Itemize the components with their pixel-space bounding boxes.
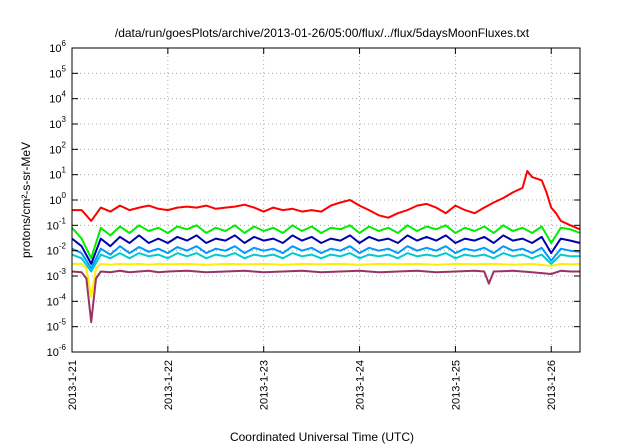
y-tick-base: 10: [49, 94, 61, 106]
y-tick-base: 10: [47, 271, 59, 283]
y-tick-exponent: -6: [59, 343, 67, 352]
y-tick-base: 10: [49, 68, 61, 80]
y-tick-exponent: 0: [62, 191, 67, 200]
series-line: [71, 269, 580, 324]
y-tick-base: 10: [49, 195, 61, 207]
series-line: [71, 245, 581, 270]
y-axis-label: protons/cm²-s-sr-MeV: [19, 142, 33, 258]
y-tick-label: 10-2: [47, 242, 67, 258]
y-tick-exponent: 4: [62, 90, 67, 99]
x-axis-label: Coordinated Universal Time (UTC): [230, 430, 414, 444]
y-tick-exponent: -1: [59, 216, 67, 225]
x-tick-label: 2013-1-24: [355, 360, 367, 410]
y-tick-label: 10-1: [47, 216, 67, 232]
y-tick-label: 102: [49, 140, 66, 156]
y-tick-exponent: 1: [62, 166, 67, 175]
x-axis: 2013-1-21 2013-1-22 2013-1-23 2013-1-24 2013…: [67, 48, 558, 410]
series-line: [71, 224, 581, 260]
y-tick-label: 10-3: [47, 267, 67, 283]
y-tick-label: 10-4: [47, 292, 67, 308]
y-tick-exponent: -5: [59, 318, 67, 327]
chart-title: /data/run/goesPlots/archive/2013-01-26/0…: [115, 26, 530, 40]
series-layer: [71, 170, 581, 324]
x-tick-label: 2013-1-25: [450, 360, 462, 410]
y-tick-base: 10: [47, 322, 59, 334]
series-line: [72, 170, 581, 231]
y-tick-label: 10-5: [47, 318, 67, 334]
y-axis: 10-610-510-410-310-210-11001011021031041…: [47, 39, 580, 359]
y-tick-base: 10: [49, 144, 61, 156]
series-line: [71, 234, 581, 265]
y-tick-base: 10: [49, 119, 61, 131]
y-tick-label: 103: [49, 115, 66, 131]
y-tick-base: 10: [47, 347, 59, 359]
y-tick-base: 10: [49, 170, 61, 182]
grid: [72, 48, 580, 352]
x-tick-label: 2013-1-23: [259, 360, 271, 410]
x-tick-label: 2013-1-26: [546, 360, 558, 410]
y-tick-exponent: 6: [62, 39, 67, 48]
y-tick-base: 10: [49, 43, 61, 55]
y-tick-exponent: -4: [59, 292, 67, 301]
y-tick-base: 10: [47, 220, 59, 232]
y-tick-label: 104: [49, 90, 66, 106]
y-tick-exponent: 3: [62, 115, 67, 124]
y-tick-label: 101: [49, 166, 66, 182]
x-tick-label: 2013-1-21: [67, 360, 79, 410]
y-tick-base: 10: [47, 296, 59, 308]
y-tick-exponent: -2: [59, 242, 67, 251]
series-line: [71, 252, 580, 273]
series-line: [72, 262, 581, 298]
x-tick-label: 2013-1-22: [163, 360, 175, 410]
y-tick-label: 105: [49, 64, 66, 80]
y-tick-exponent: 5: [62, 64, 67, 73]
y-tick-exponent: 2: [62, 140, 67, 149]
y-tick-exponent: -3: [59, 267, 67, 276]
y-tick-label: 106: [49, 39, 66, 55]
y-tick-label: 100: [49, 191, 66, 207]
y-tick-label: 10-6: [47, 343, 67, 359]
y-tick-base: 10: [47, 246, 59, 258]
